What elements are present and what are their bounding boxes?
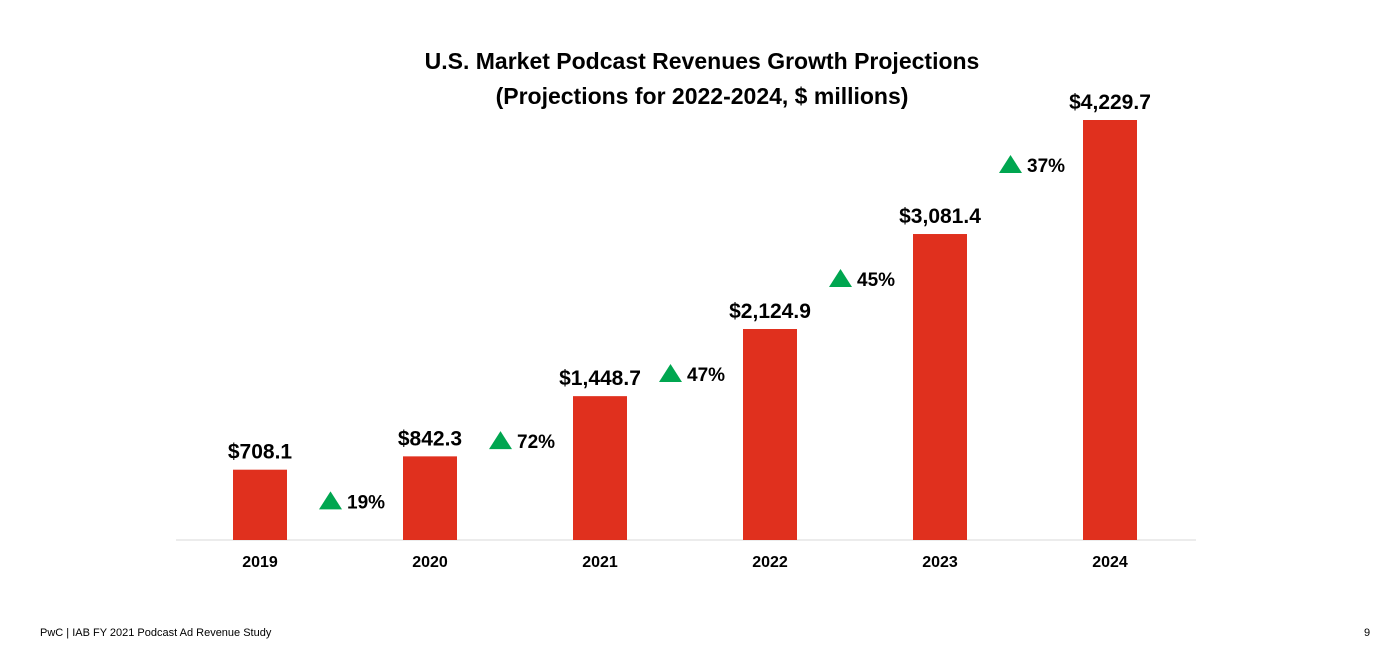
category-label-2022: 2022 xyxy=(752,554,788,571)
chart-subtitle: (Projections for 2022-2024, $ millions) xyxy=(495,83,909,109)
growth-label-2: 72% xyxy=(517,432,555,453)
bar-2022 xyxy=(743,329,797,540)
up-triangle-icon xyxy=(319,491,342,510)
category-label-2020: 2020 xyxy=(412,554,448,571)
bar-chart: $708.1 2019 $842.3 2020 $1,448.7 2021 $2,124.9… xyxy=(176,91,1196,571)
chart-title: U.S. Market Podcast Revenues Growth Proj… xyxy=(424,48,980,74)
value-label-2020: $842.3 xyxy=(398,427,462,450)
value-label-2022: $2,124.9 xyxy=(729,300,811,323)
bar-2019 xyxy=(233,469,287,540)
footer-source: PwC | IAB FY 2021 Podcast Ad Revenue Stu… xyxy=(40,627,272,639)
bar-2024 xyxy=(1083,120,1137,540)
bar-2023 xyxy=(913,234,967,541)
bar-2021 xyxy=(573,396,627,540)
page-number: 9 xyxy=(1364,627,1371,639)
category-label-2023: 2023 xyxy=(922,554,958,571)
growth-label-3: 47% xyxy=(687,365,725,386)
bar-2020 xyxy=(403,456,457,540)
value-label-2024: $4,229.7 xyxy=(1069,91,1151,114)
up-triangle-icon xyxy=(999,155,1022,173)
value-label-2023: $3,081.4 xyxy=(899,205,981,228)
value-label-2019: $708.1 xyxy=(228,441,293,464)
category-label-2019: 2019 xyxy=(242,554,278,571)
up-triangle-icon xyxy=(489,431,512,450)
growth-label-5: 37% xyxy=(1027,156,1065,177)
up-triangle-icon xyxy=(829,269,852,288)
up-triangle-icon xyxy=(659,364,682,383)
growth-label-4: 45% xyxy=(857,270,895,291)
value-label-2021: $1,448.7 xyxy=(559,367,641,390)
category-label-2021: 2021 xyxy=(582,554,618,571)
category-label-2024: 2024 xyxy=(1092,554,1128,571)
growth-label-1: 19% xyxy=(347,492,385,513)
